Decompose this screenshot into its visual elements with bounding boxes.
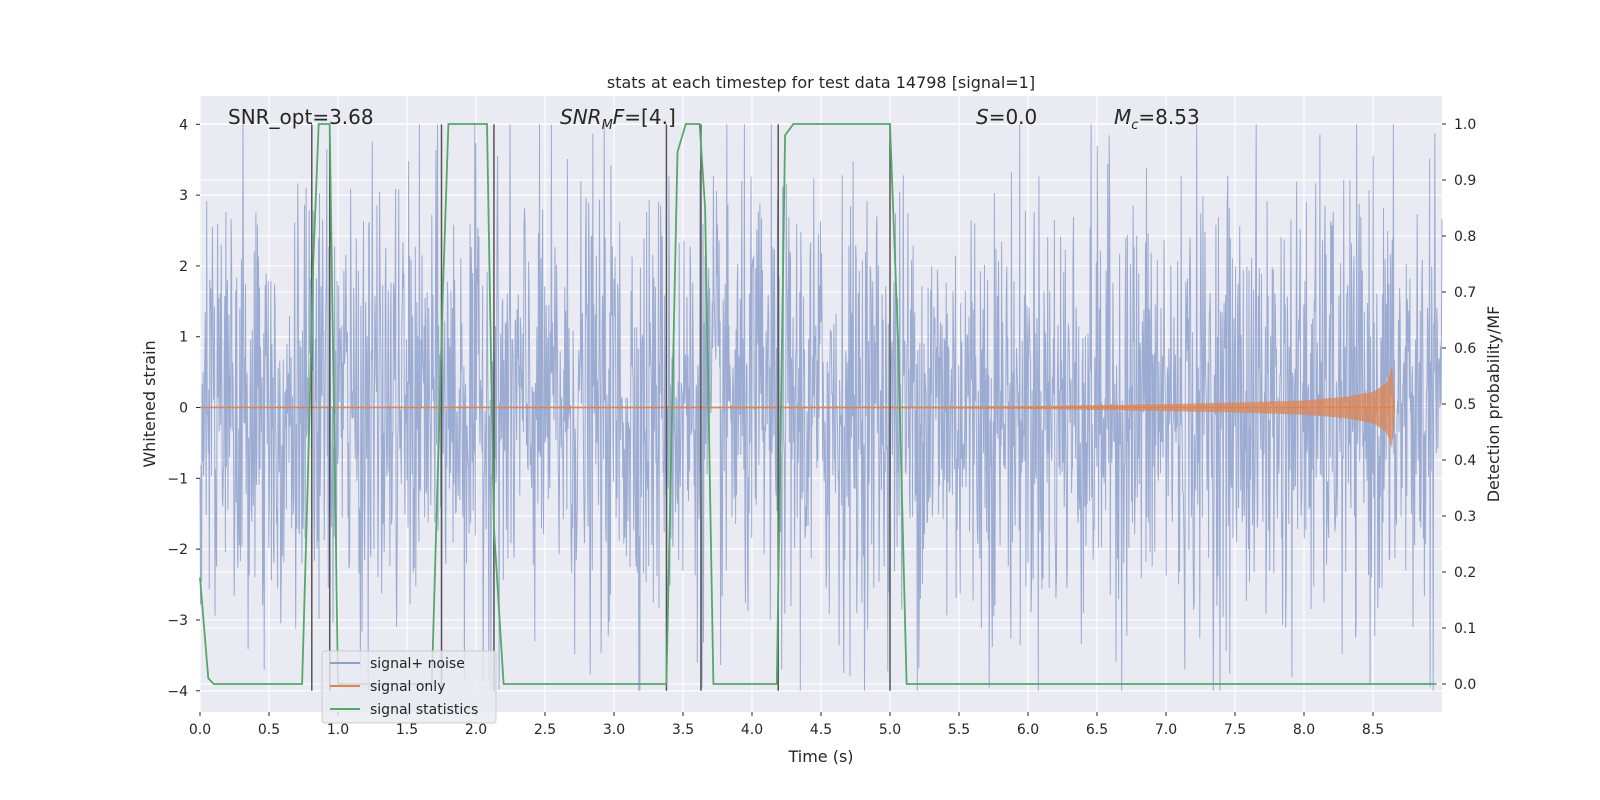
x-tick-label: 1.0 [327,722,349,738]
x-tick-label: 6.5 [1086,722,1108,738]
legend-label-signal-only: signal only [370,679,445,695]
snr-mf-symbol: SNR [560,105,602,129]
series-signal-plus-noise [199,124,1443,691]
x-tick-label: 8.0 [1293,722,1315,738]
x-tick-labels: 0.0 0.5 1.0 1.5 2.0 2.5 3.0 3.5 4.0 4.5 5.0 5.5 6.0 6… [189,712,1384,738]
legend-label-signal-plus-noise: signal+ noise [370,656,465,672]
x-tick-label: 2.5 [534,722,556,738]
y-tick-label: −3 [167,613,188,629]
y2-tick-label: 0.7 [1454,285,1476,301]
mc-symbol: M [1114,105,1131,129]
y-axis-label: Whitened strain [140,340,159,467]
snr-mf-subscript: M [602,118,613,133]
x-axis-label: Time (s) [787,747,853,766]
y2-tick-label: 0.2 [1454,565,1476,581]
mc-value: =8.53 [1138,105,1199,129]
y-tick-label: 1 [179,330,188,346]
x-tick-label: 4.5 [810,722,832,738]
y2-tick-label: 0.6 [1454,341,1476,357]
x-tick-label: 5.0 [879,722,901,738]
annotation-mc-value: Mc=8.53 [1114,105,1200,133]
series-signal-statistics [199,123,1437,685]
legend-label-signal-statistics: signal statistics [370,702,478,718]
s-value: =0.0 [989,105,1038,129]
y-tick-labels: 4 3 2 1 0 −1 −2 −3 −4 [167,117,200,700]
y-tick-label: 4 [179,117,188,133]
y2-tick-label: 0.4 [1454,453,1476,469]
y-tick-label: −1 [167,471,188,487]
x-tick-label: 4.0 [741,722,763,738]
legend: signal+ noise signal only signal statist… [321,650,497,724]
snr-mf-f: F [613,105,625,129]
x-tick-label: 7.0 [1155,722,1177,738]
annotation-s-value: S=0.0 [976,105,1037,129]
y2-axis-label: Detection probability/MF [1484,306,1503,503]
y-tick-label: 0 [179,401,188,417]
statistics-line [199,123,1437,685]
x-tick-label: 1.5 [396,722,418,738]
y-tick-label: 3 [179,188,188,204]
mc-subscript: c [1131,118,1138,133]
x-tick-label: 5.5 [948,722,970,738]
legend-box [321,650,497,724]
annotation-snr-opt: SNR_opt=3.68 [228,105,374,129]
noise-trace [199,124,1443,691]
y2-tick-label: 0.3 [1454,509,1476,525]
x-tick-label: 8.5 [1362,722,1384,738]
x-tick-label: 3.0 [603,722,625,738]
x-tick-label: 6.0 [1017,722,1039,738]
y2-tick-labels: 1.0 0.9 0.8 0.7 0.6 0.5 0.4 0.3 0.2 0.1 0.0 [1442,117,1476,693]
y-tick-label: −4 [167,684,188,700]
y2-tick-label: 0.5 [1454,397,1476,413]
x-tick-label: 2.0 [465,722,487,738]
series-signal-only [200,366,1396,449]
y-tick-label: −2 [167,542,188,558]
y2-tick-label: 0.0 [1454,677,1476,693]
y-tick-label: 2 [179,259,188,275]
x-tick-label: 7.5 [1224,722,1246,738]
vertical-markers [311,124,891,691]
chart-title: stats at each timestep for test data 147… [607,73,1035,92]
y2-tick-label: 0.1 [1454,621,1476,637]
x-tick-label: 0.0 [189,722,211,738]
x-tick-label: 3.5 [672,722,694,738]
y2-tick-label: 0.8 [1454,229,1476,245]
y2-tick-label: 1.0 [1454,117,1476,133]
annotation-snr-mf: SNRMF=[4.] [560,105,676,133]
snr-opt-label: SNR_opt=3.68 [228,105,374,129]
y2-tick-label: 0.9 [1454,173,1476,189]
x-tick-label: 0.5 [258,722,280,738]
snr-mf-value: =[4.] [624,105,675,129]
s-symbol: S [976,105,989,129]
